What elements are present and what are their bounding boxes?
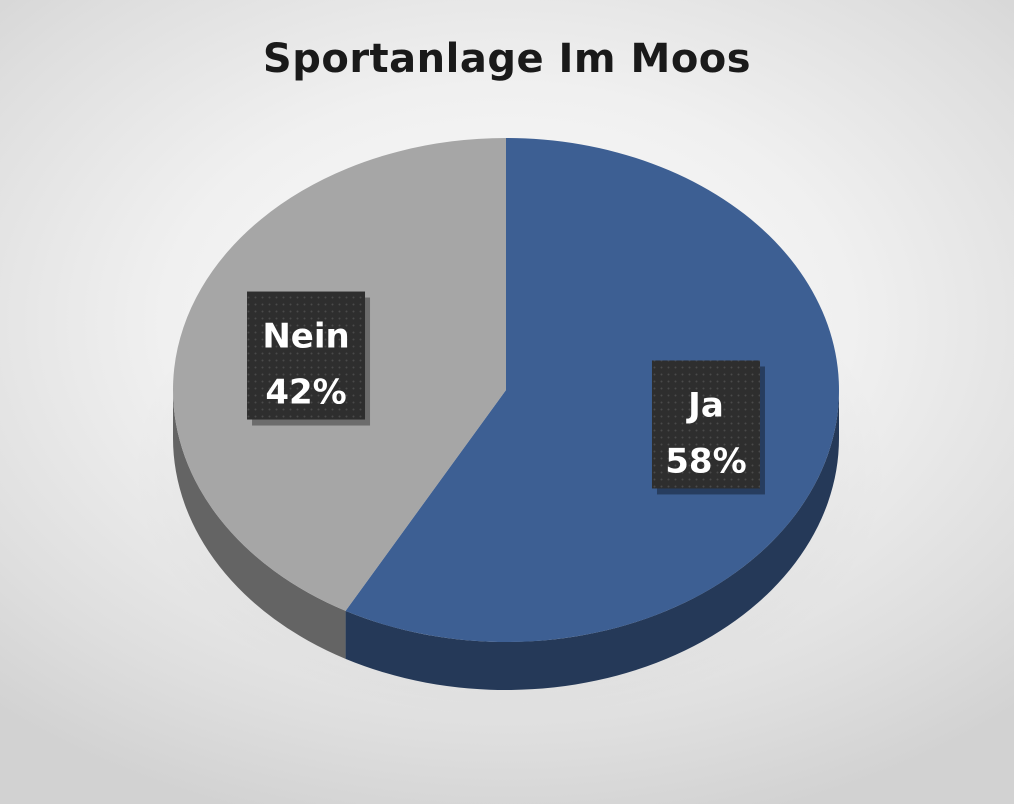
- data-label-percent: 42%: [265, 373, 346, 413]
- data-label-category: Nein: [262, 317, 349, 357]
- pie-slice-side-nein: [173, 390, 346, 659]
- pie-slice-side-ja: [345, 390, 839, 690]
- data-label-box: [651, 360, 760, 489]
- chart-title: Sportanlage Im Moos: [262, 36, 752, 82]
- pie-labels: Ja 58% Nein 42%: [247, 291, 765, 495]
- data-label-box: [247, 291, 366, 420]
- data-label-percent: 58%: [665, 441, 746, 481]
- pie-sides: [173, 390, 839, 690]
- data-label-nein: Nein 42%: [247, 291, 371, 426]
- data-label-category: Ja: [686, 385, 724, 425]
- pie-slice-ja[interactable]: [345, 138, 839, 642]
- data-label-ja: Ja 58%: [651, 360, 765, 495]
